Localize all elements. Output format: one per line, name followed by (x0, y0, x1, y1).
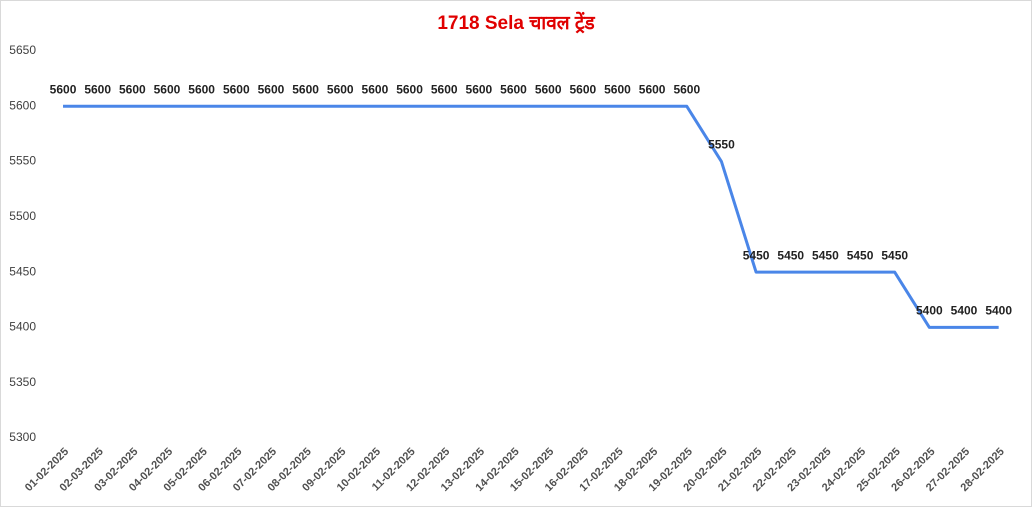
data-label: 5600 (258, 82, 285, 96)
data-label: 5600 (292, 82, 319, 96)
data-label: 5600 (50, 82, 77, 96)
y-tick-label: 5350 (9, 375, 36, 389)
data-label: 5600 (84, 82, 111, 96)
data-label: 5600 (673, 82, 700, 96)
data-label: 5400 (951, 304, 978, 318)
data-label: 5600 (362, 82, 389, 96)
data-label: 5600 (223, 82, 250, 96)
data-label: 5450 (847, 248, 874, 262)
data-label: 5400 (985, 304, 1012, 318)
data-label: 5600 (639, 82, 666, 96)
chart-title: 1718 Sela चावल ट्रेंड (437, 11, 595, 34)
data-label: 5550 (708, 138, 735, 152)
data-label: 5600 (119, 82, 146, 96)
y-tick-label: 5550 (9, 154, 36, 168)
data-label: 5450 (881, 248, 908, 262)
line (63, 104, 999, 329)
y-tick-label: 5300 (9, 430, 36, 444)
data-label: 5600 (154, 82, 181, 96)
data-label: 5400 (916, 304, 943, 318)
data-label: 5600 (466, 82, 493, 96)
y-tick-label: 5400 (9, 320, 36, 334)
data-label: 5450 (812, 248, 839, 262)
y-tick-label: 5450 (9, 264, 36, 278)
data-label: 5600 (535, 82, 562, 96)
data-label: 5600 (569, 82, 596, 96)
data-label: 5450 (777, 248, 804, 262)
data-label: 5600 (500, 82, 527, 96)
data-label: 5600 (396, 82, 423, 96)
data-label: 5600 (431, 82, 458, 96)
data-label: 5600 (327, 82, 354, 96)
y-tick-label: 5500 (9, 209, 36, 223)
y-tick-label: 5600 (9, 98, 36, 112)
data-label: 5600 (604, 82, 631, 96)
data-label: 5600 (188, 82, 215, 96)
data-label: 5450 (743, 248, 770, 262)
y-tick-label: 5650 (9, 43, 36, 57)
